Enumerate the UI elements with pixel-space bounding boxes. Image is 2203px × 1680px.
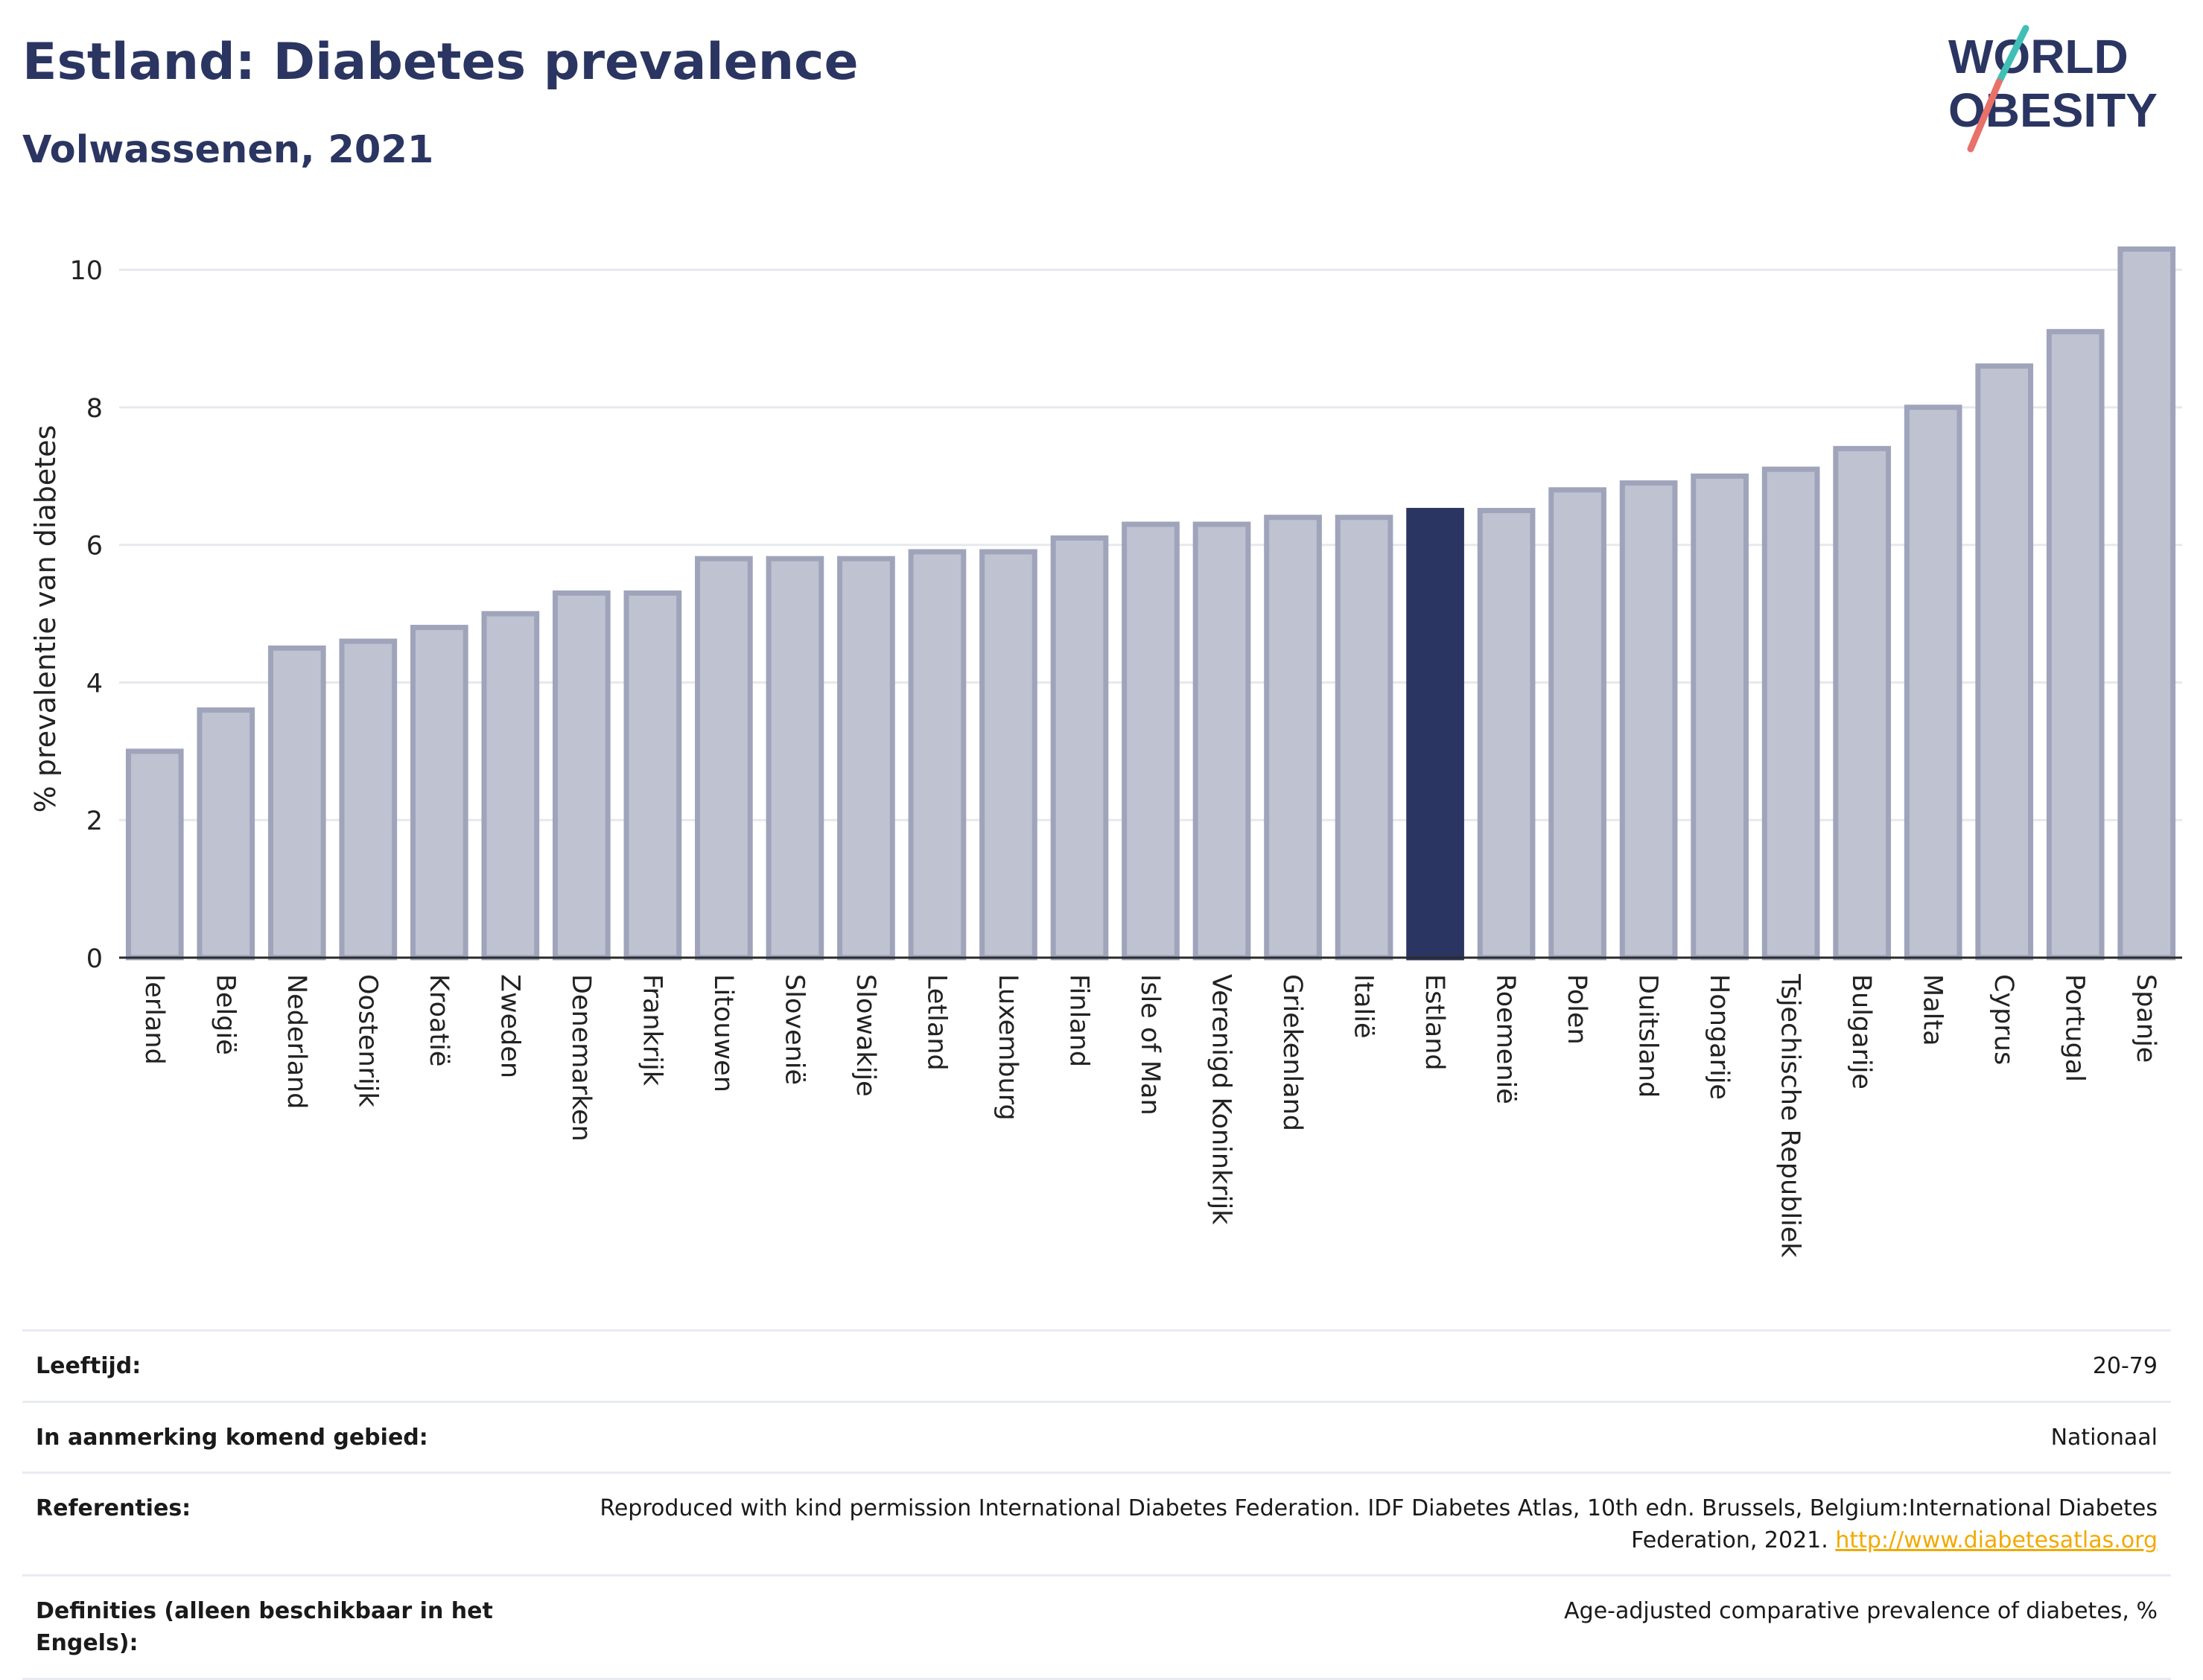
y-tick-label: 8 [86, 394, 103, 424]
reference-text: Reproduced with kind permission Internat… [600, 1495, 2158, 1553]
info-table: Leeftijd: 20-79 In aanmerking komend geb… [22, 1329, 2171, 1680]
x-tick-label: Isle of Man [1135, 974, 1165, 1116]
x-tick-label: Litouwen [708, 974, 738, 1092]
x-tick-label: Italië [1349, 974, 1379, 1038]
logo-line1: WORLD [1948, 30, 2129, 83]
info-label: Definities (alleen beschikbaar in het En… [36, 1598, 493, 1656]
logo-slash-top [1995, 25, 2029, 86]
x-tick-label: Malta [1918, 974, 1948, 1046]
bar [1619, 480, 1678, 961]
bar [1691, 473, 1749, 961]
x-tick-label: Zweden [495, 974, 524, 1078]
chart-subtitle: Volwassenen, 2021 [22, 128, 434, 172]
x-tick-label: Duitsland [1633, 974, 1663, 1098]
x-tick-label: Finland [1064, 974, 1093, 1067]
bar [1406, 508, 1464, 961]
y-tick-label: 2 [86, 806, 103, 836]
info-row-area: In aanmerking komend gebied: Nationaal [22, 1401, 2171, 1473]
bar [1192, 521, 1251, 961]
x-tick-label: Cyprus [1989, 974, 2018, 1065]
x-tick-label: Verenigd Koninkrijk [1207, 974, 1236, 1225]
bar [1264, 515, 1322, 961]
x-tick-label: Luxemburg [993, 974, 1023, 1121]
bar [2046, 328, 2105, 961]
x-tick-label: Kroatië [424, 974, 454, 1066]
info-label: In aanmerking komend gebied: [36, 1424, 428, 1451]
bar [410, 625, 468, 961]
logo-slash-bottom [1967, 78, 2003, 153]
bar [267, 645, 326, 961]
bar [1477, 508, 1536, 961]
x-tick-label: Bulgarije [1846, 974, 1876, 1089]
x-tick-label: Oostenrijk [352, 974, 382, 1107]
x-tick-label: Letland [921, 974, 951, 1071]
x-tick-label: België [210, 974, 240, 1055]
y-tick-label: 4 [86, 669, 103, 699]
x-tick-label: Griekenland [1277, 974, 1307, 1131]
x-tick-label: Frankrijk [637, 974, 667, 1086]
y-tick-label: 6 [86, 532, 103, 561]
bar [837, 556, 895, 961]
bar [1904, 404, 1962, 961]
bar [197, 707, 255, 961]
bar [2117, 246, 2176, 961]
logo-line2: OBESITY [1948, 83, 2158, 137]
bar [1548, 487, 1606, 961]
x-tick-label: Slowakije [851, 974, 880, 1097]
x-tick-label: Hongarije [1704, 974, 1734, 1100]
bar [339, 638, 398, 961]
x-tick-label: Tsjechische Republiek [1776, 973, 1805, 1258]
bar [979, 549, 1037, 961]
bar [553, 590, 611, 961]
bar [695, 556, 753, 961]
info-label: Leeftijd: [36, 1353, 142, 1379]
bar [908, 549, 967, 961]
x-tick-label: Nederland [282, 974, 311, 1109]
info-value: Reproduced with kind permission Internat… [526, 1473, 2171, 1576]
bar [1335, 515, 1393, 961]
y-tick-label: 10 [69, 256, 103, 286]
bar [623, 590, 682, 961]
chart-title: Estland: Diabetes prevalence [22, 33, 859, 92]
info-value: Age-adjusted comparative prevalence of d… [1564, 1598, 2158, 1625]
x-tick-label: Slovenië [779, 974, 809, 1085]
bar [1050, 535, 1109, 961]
info-row-definitions: Definities (alleen beschikbaar in het En… [22, 1575, 2171, 1679]
bar [481, 611, 540, 961]
info-row-references: Referenties: Reproduced with kind permis… [22, 1472, 2171, 1576]
x-tick-label: Roemenië [1491, 974, 1521, 1104]
bar [1122, 521, 1180, 961]
y-axis-title: % prevalentie van diabetes [29, 425, 62, 813]
info-value: Nationaal [2050, 1424, 2158, 1451]
reference-link[interactable]: http://www.diabetesatlas.org [1835, 1527, 2158, 1553]
x-tick-label: Polen [1562, 974, 1592, 1045]
bar [1975, 363, 2034, 961]
x-tick-label: Ierland [139, 974, 169, 1065]
bar [766, 556, 824, 961]
bar [125, 748, 184, 961]
info-value: 20-79 [2092, 1353, 2158, 1379]
info-row-age: Leeftijd: 20-79 [22, 1330, 2171, 1402]
world-obesity-logo: WORLD OBESITY [1948, 25, 2158, 153]
bar [1761, 466, 1820, 961]
y-tick-label: 0 [86, 944, 103, 974]
bar [1833, 445, 1892, 961]
bar-chart: 0 2 4 6 8 10 % prevalentie van diabetes Ierland… [29, 246, 2182, 1258]
x-tick-label: Denemarken [566, 974, 596, 1142]
info-label: Referenties: [36, 1495, 191, 1522]
x-tick-label: Spanje [2131, 974, 2161, 1063]
x-tick-label: Estland [1420, 974, 1449, 1071]
x-tick-label: Portugal [2060, 974, 2090, 1082]
